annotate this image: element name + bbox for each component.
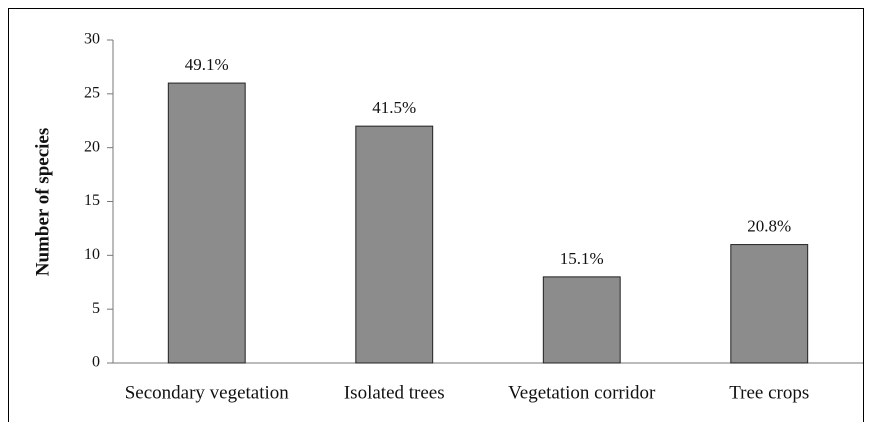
- y-tick-label: 0: [92, 354, 100, 371]
- bar-annotation: 41.5%: [372, 98, 416, 117]
- x-tick-label: Tree crops: [729, 382, 809, 403]
- bar: [542, 276, 621, 364]
- bar: [730, 244, 809, 364]
- bar-annotation: 15.1%: [560, 249, 604, 268]
- y-axis-label: Number of species: [32, 128, 53, 276]
- y-tick-label: 25: [84, 85, 100, 102]
- bar-annotation: 49.1%: [185, 55, 229, 74]
- y-tick-label: 20: [84, 138, 100, 155]
- bar: [167, 82, 246, 364]
- y-tick-label: 10: [84, 246, 100, 263]
- y-tick-label: 15: [84, 192, 100, 209]
- x-tick-label: Vegetation corridor: [508, 382, 656, 403]
- x-tick-label: Secondary vegetation: [125, 382, 290, 403]
- x-tick-label: Isolated trees: [344, 382, 445, 403]
- bar-annotation: 20.8%: [747, 216, 791, 235]
- frame: [8, 8, 864, 422]
- y-tick-label: 30: [84, 31, 100, 48]
- y-tick-label: 5: [92, 300, 100, 317]
- bar: [355, 125, 434, 364]
